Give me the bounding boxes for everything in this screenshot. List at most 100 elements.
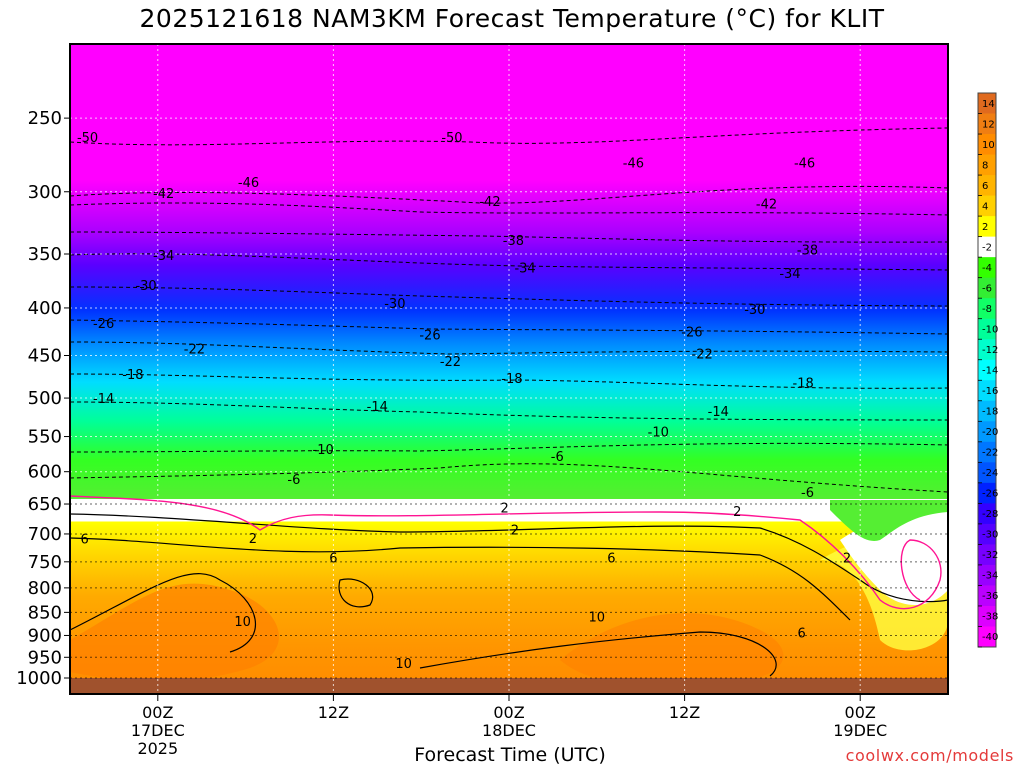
colorbar-label: 2 xyxy=(982,222,988,233)
contour-label: 2 xyxy=(249,532,257,547)
colorbar-label: -28 xyxy=(982,509,998,520)
colorbar-swatch xyxy=(978,318,996,340)
contour-label: -34 xyxy=(514,262,535,277)
y-tick-label: 850 xyxy=(28,602,62,623)
colorbar-swatch xyxy=(978,585,996,607)
colorbar-label: 10 xyxy=(982,140,995,151)
y-tick-label: 250 xyxy=(28,108,62,129)
contour-label: -46 xyxy=(623,156,644,171)
colorbar-swatch xyxy=(978,380,996,402)
colorbar-label: -30 xyxy=(982,530,998,541)
contour-label: -6 xyxy=(287,473,300,488)
colorbar-label: 6 xyxy=(982,181,988,192)
colorbar-swatch xyxy=(978,359,996,381)
colorbar-swatch xyxy=(978,523,996,545)
colorbar-label: 12 xyxy=(982,119,995,130)
contour-label: -30 xyxy=(744,303,765,318)
colorbar-label: -6 xyxy=(982,283,992,294)
contour-label: -22 xyxy=(692,348,713,363)
x-tick-label: 12Z xyxy=(669,703,700,722)
contour-label: -14 xyxy=(93,392,114,407)
contour-label: -26 xyxy=(419,328,440,343)
colorbar-label: -34 xyxy=(982,571,998,582)
y-tick-label: 550 xyxy=(28,427,62,448)
colorbar: 14 12 10 8 6 4 2 -2 -4 -6 -8 -10 -12 -14 -16 -18 -20 -22 -… xyxy=(977,92,998,648)
colorbar-swatch xyxy=(978,93,996,115)
contour-label: 2 xyxy=(843,551,851,566)
contour-label: -30 xyxy=(384,297,405,312)
y-tick-label: 600 xyxy=(28,462,62,483)
contour-label: -18 xyxy=(501,372,522,387)
y-tick-label: 300 xyxy=(28,182,62,203)
colorbar-swatch xyxy=(978,482,996,504)
colorbar-swatch xyxy=(978,277,996,299)
colorbar-label: -24 xyxy=(982,468,998,479)
gridlines xyxy=(70,44,948,694)
green-dip xyxy=(830,500,948,541)
contour-label: -6 xyxy=(551,450,564,465)
x-axis-label: Forecast Time (UTC) xyxy=(414,744,606,766)
contour-label: -6 xyxy=(801,486,814,501)
contour-label: -38 xyxy=(797,243,818,258)
y-tick-label: 700 xyxy=(28,524,62,545)
colorbar-frame xyxy=(977,92,997,648)
colorbar-swatch xyxy=(978,626,996,648)
contour-label: 2 xyxy=(511,523,519,538)
contour-label: 2 xyxy=(500,502,508,517)
contour-label: -34 xyxy=(153,249,174,264)
contour-labels: -50 -50 -46 -46 -46 -42 -42 -42 -38 -38 -34 -34 -34 -… xyxy=(77,131,851,672)
y-tick-label: 450 xyxy=(28,346,62,367)
colorbar-swatch xyxy=(978,236,996,258)
colorbar-swatch xyxy=(978,462,996,484)
contour-label: -26 xyxy=(93,317,114,332)
colorbar-swatch xyxy=(978,544,996,566)
x-tick-label: 00Z xyxy=(845,703,876,722)
colorbar-label: -22 xyxy=(982,448,998,459)
contour-label: -14 xyxy=(367,400,388,415)
colorbar-label: -38 xyxy=(982,612,998,623)
contour-label: -42 xyxy=(153,187,174,202)
contour-label: -30 xyxy=(135,279,156,294)
contour-label: 6 xyxy=(329,551,337,566)
colorbar-swatch xyxy=(978,216,996,238)
x-tick-label: 18DEC xyxy=(482,721,536,740)
contour-label: -50 xyxy=(441,131,462,146)
x-tick-label: 12Z xyxy=(318,703,349,722)
contour-label: 6 xyxy=(80,533,88,548)
colorbar-label: -4 xyxy=(982,263,992,274)
contour-label: -46 xyxy=(794,156,815,171)
contour-label: -26 xyxy=(681,325,702,340)
contour-label: 10 xyxy=(234,615,251,630)
y-tick-label: 800 xyxy=(28,578,62,599)
isotherm-lines xyxy=(70,127,948,493)
colorbar-label: -36 xyxy=(982,591,998,602)
x-tick-label: 17DEC xyxy=(131,721,185,740)
colorbar-swatch xyxy=(978,298,996,320)
contour-label: -34 xyxy=(779,267,800,282)
contour-label: -42 xyxy=(479,195,500,210)
y-tick-label: 950 xyxy=(28,647,62,668)
colorbar-swatch xyxy=(978,441,996,463)
x-tick-label: 2025 xyxy=(137,739,178,758)
warm-pocket xyxy=(560,613,784,687)
contour-label: -22 xyxy=(184,342,205,357)
contour-label: -18 xyxy=(122,368,143,383)
contour-label: 2 xyxy=(733,505,741,520)
gridlines-lower xyxy=(70,503,948,679)
colorbar-swatch xyxy=(978,400,996,422)
contour-label: -10 xyxy=(313,443,334,458)
colorbar-swatch xyxy=(978,113,996,135)
colorbar-swatch xyxy=(978,134,996,156)
x-tick-label: 19DEC xyxy=(833,721,887,740)
colorbar-label: -12 xyxy=(982,345,998,356)
contour-label: 10 xyxy=(589,611,606,626)
contour-label: -50 xyxy=(77,131,98,146)
colorbar-label: -14 xyxy=(982,366,998,377)
colorbar-label: -16 xyxy=(982,386,998,397)
colorbar-label: -8 xyxy=(982,304,992,315)
colorbar-label: -10 xyxy=(982,324,998,335)
colorbar-swatch xyxy=(978,175,996,197)
contour-label: 6 xyxy=(798,626,806,641)
colorbar-swatch xyxy=(978,154,996,176)
